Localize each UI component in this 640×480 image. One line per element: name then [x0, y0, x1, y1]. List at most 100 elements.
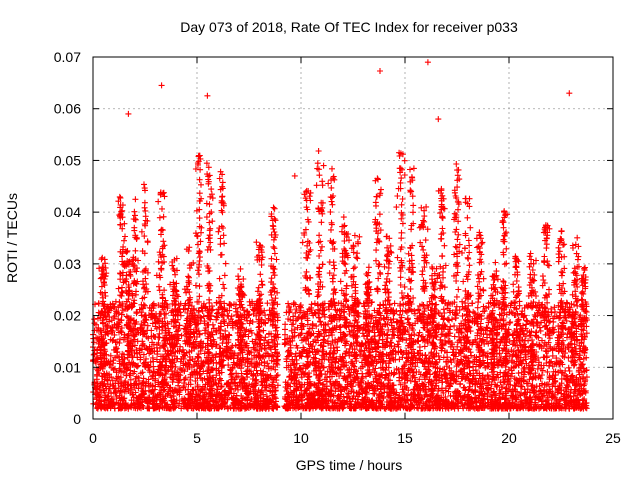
- data-point: [287, 344, 294, 351]
- data-point: [544, 299, 551, 306]
- data-point: [155, 340, 162, 346]
- data-point: [296, 303, 303, 310]
- data-point: [505, 381, 512, 388]
- data-point: [325, 332, 332, 339]
- data-point: [486, 331, 493, 338]
- data-point: [470, 372, 477, 379]
- data-point: [399, 365, 406, 372]
- data-point: [90, 339, 97, 346]
- data-point: [505, 376, 512, 383]
- data-point: [377, 301, 384, 308]
- data-point: [417, 356, 424, 363]
- data-point: [313, 323, 320, 330]
- data-point: [462, 300, 469, 307]
- data-point: [510, 348, 517, 355]
- data-point: [436, 356, 443, 363]
- data-point: [187, 381, 194, 388]
- data-point: [391, 300, 398, 307]
- data-point: [537, 327, 544, 334]
- data-point: [548, 305, 555, 312]
- data-point: [219, 340, 226, 347]
- data-point: [105, 393, 112, 400]
- data-point: [149, 301, 156, 308]
- data-point: [415, 332, 422, 339]
- data-point: [262, 334, 269, 341]
- data-point: [124, 354, 131, 361]
- data-point: [368, 316, 375, 322]
- data-point: [254, 370, 261, 377]
- data-point: [552, 372, 559, 379]
- data-point: [149, 320, 156, 327]
- data-point: [401, 386, 407, 393]
- data-point: [110, 360, 117, 367]
- data-point: [180, 346, 186, 353]
- data-point: [290, 300, 297, 307]
- data-point: [244, 317, 251, 324]
- data-point: [109, 328, 116, 335]
- data-point: [448, 359, 455, 366]
- data-point: [517, 383, 524, 390]
- data-point: [179, 367, 186, 374]
- data-point: [523, 317, 530, 324]
- data-point: [393, 308, 400, 315]
- data-point: [115, 316, 122, 323]
- data-point: [273, 373, 280, 379]
- data-point: [469, 300, 476, 307]
- data-point: [202, 330, 209, 337]
- data-point: [313, 349, 319, 356]
- data-point: [460, 384, 467, 391]
- data-point: [228, 394, 235, 401]
- data-point: [200, 300, 207, 307]
- data-point: [442, 405, 449, 412]
- data-point: [533, 329, 540, 336]
- data-point: [411, 331, 418, 338]
- data-point: [507, 319, 514, 325]
- data-point: [517, 392, 524, 399]
- data-point: [544, 368, 551, 375]
- data-point: [164, 305, 171, 312]
- data-point: [274, 372, 281, 378]
- data-point: [459, 313, 466, 319]
- data-point: [371, 390, 378, 397]
- data-point: [494, 382, 501, 389]
- data-point: [503, 385, 510, 391]
- data-point: [583, 330, 590, 337]
- data-point: [163, 371, 169, 377]
- data-point: [306, 325, 313, 332]
- data-point: [285, 300, 292, 307]
- data-point: [583, 374, 590, 381]
- data-point: [264, 339, 271, 346]
- data-point: [416, 329, 423, 336]
- data-point: [372, 353, 379, 360]
- data-point: [470, 376, 477, 383]
- data-point: [209, 321, 216, 328]
- data-point: [528, 383, 535, 390]
- data-point: [451, 322, 458, 329]
- data-point: [222, 327, 229, 334]
- data-point: [579, 361, 585, 368]
- data-point: [453, 303, 460, 310]
- data-point: [581, 388, 588, 395]
- data-point: [282, 321, 289, 328]
- data-point: [520, 371, 527, 378]
- data-point: [287, 316, 294, 323]
- data-point: [578, 390, 585, 397]
- data-point: [501, 370, 508, 376]
- data-point: [99, 378, 106, 385]
- data-point: [264, 300, 271, 307]
- data-point: [200, 368, 207, 375]
- data-point: [188, 393, 195, 400]
- data-point: [547, 318, 554, 325]
- data-point: [415, 391, 422, 398]
- data-point: [131, 401, 138, 408]
- data-point: [218, 312, 225, 319]
- data-point: [423, 366, 430, 373]
- data-point: [178, 332, 185, 339]
- data-point: [322, 321, 329, 328]
- data-point: [551, 304, 558, 311]
- data-point: [515, 370, 522, 377]
- data-point: [449, 316, 455, 323]
- data-point: [493, 383, 500, 390]
- data-point: [145, 376, 152, 383]
